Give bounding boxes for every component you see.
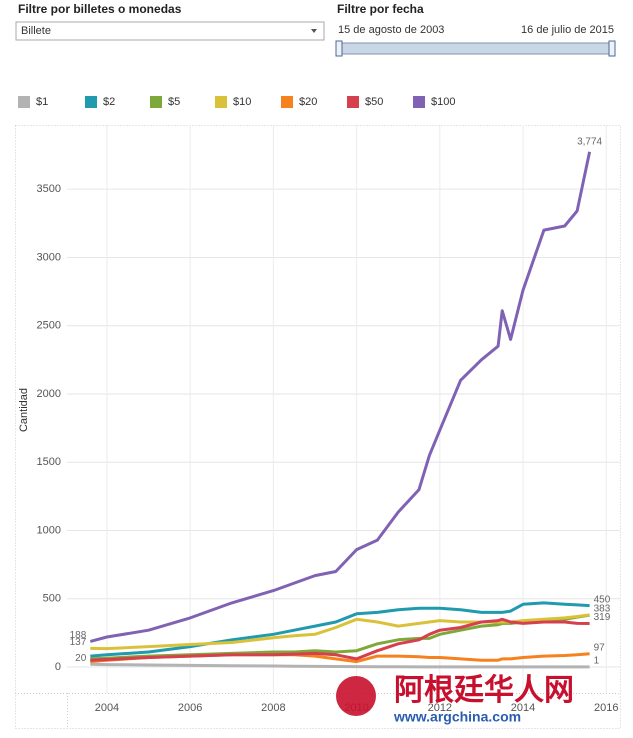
y-tick-label: 1000 [37,524,61,536]
legend-label: $50 [365,96,383,108]
filter-title: Filtre por fecha [337,2,424,16]
value-label: 1 [594,656,600,667]
y-tick-label: 2500 [37,320,61,332]
value-label: 188 [70,630,87,641]
dropdown-arrow [311,29,317,33]
series-line [90,613,590,651]
value-label: 97 [594,642,606,653]
series-line [89,151,592,643]
dropdown-value: Billete [21,25,51,37]
legend-label: $100 [431,96,455,108]
chart-frame [15,125,621,729]
dropdown[interactable] [15,21,325,41]
legend-swatch [18,96,30,108]
legend-swatch [281,96,293,108]
legend-swatch [413,96,425,108]
slider-handle[interactable] [335,40,343,57]
series-line [90,662,590,669]
legend-swatch [347,96,359,108]
slider-handle[interactable] [608,40,616,57]
watermark-url: www.argchina.com [393,709,521,725]
y-tick-label: 0 [55,661,61,673]
y-tick-label: 500 [43,593,61,605]
value-label: 20 [75,653,87,664]
x-tick-label: 2014 [511,702,535,714]
filter-title: Filtre por billetes o monedas [18,2,182,16]
watermark-logo [336,676,376,716]
value-label: 137 [70,637,87,648]
watermark-name: 阿根廷华人网 [394,674,574,707]
y-axis-label: Cantidad [18,388,30,432]
legend-swatch [150,96,162,108]
legend-label: $10 [233,96,251,108]
legend-label: $1 [36,96,48,108]
x-tick-label: 2012 [428,702,452,714]
value-label: 383 [594,603,611,614]
value-label: 319 [594,612,611,623]
y-tick-label: 1500 [37,456,61,468]
legend-label: $20 [299,96,317,108]
watermark: 阿根廷华人网 www.argchina.com [336,674,574,725]
series-line [90,617,590,662]
y-tick-label: 3000 [37,251,61,263]
legend-swatch [215,96,227,108]
legend-label: $5 [168,96,180,108]
value-label: 450 [594,594,611,605]
x-tick-label: 2006 [178,702,202,714]
value-label: 3,774 [577,136,602,147]
y-tick-label: 2000 [37,388,61,400]
legend-swatch [85,96,97,108]
y-tick-label: 3500 [37,183,61,195]
legend-label: $2 [103,96,115,108]
x-tick-label: 2008 [261,702,285,714]
date-end: 16 de julio de 2015 [521,24,614,36]
x-tick-label: 2004 [95,702,119,714]
date-start: 15 de agosto de 2003 [338,24,444,36]
x-tick-label: 2016 [594,702,618,714]
slider-track[interactable] [337,42,615,55]
series-line [90,601,590,658]
